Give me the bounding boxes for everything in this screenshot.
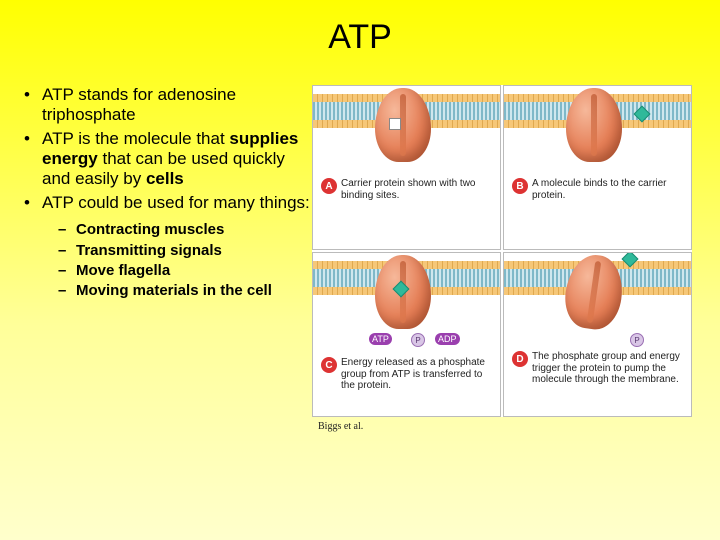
sub-item: Move flagella bbox=[58, 262, 312, 280]
bullet-text: ATP is the molecule that bbox=[42, 129, 229, 148]
carrier-protein-icon bbox=[566, 88, 622, 162]
panel-badge-a: A bbox=[321, 178, 337, 194]
carrier-protein-icon bbox=[375, 88, 431, 162]
bullet-item: ATP stands for adenosine triphosphate bbox=[22, 85, 312, 125]
sub-item: Transmitting signals bbox=[58, 242, 312, 260]
bullet-text: ATP could be used for many things: bbox=[42, 193, 310, 212]
bullet-item: ATP is the molecule that supplies energy… bbox=[22, 129, 312, 189]
panel-caption: Carrier protein shown with two binding s… bbox=[341, 178, 491, 201]
bullet-text: ATP stands for adenosine triphosphate bbox=[42, 85, 236, 124]
text-column: ATP stands for adenosine triphosphate AT… bbox=[22, 85, 312, 417]
atp-label: ATP bbox=[369, 333, 392, 345]
sub-list: Contracting muscles Transmitting signals… bbox=[22, 221, 312, 300]
sub-item: Contracting muscles bbox=[58, 221, 312, 239]
figure-credit: Biggs et al. bbox=[318, 421, 363, 432]
phosphate-icon: P bbox=[630, 333, 644, 347]
page-title: ATP bbox=[0, 0, 720, 67]
panel-badge-c: C bbox=[321, 357, 337, 373]
bullet-list: ATP stands for adenosine triphosphate AT… bbox=[22, 85, 312, 213]
panel-caption: Energy released as a phosphate group fro… bbox=[341, 357, 493, 392]
slide: ATP ATP stands for adenosine triphosphat… bbox=[0, 0, 720, 540]
panel-caption: A molecule binds to the carrier protein. bbox=[532, 178, 682, 201]
bullet-bold: cells bbox=[146, 169, 184, 188]
sub-item: Moving materials in the cell bbox=[58, 282, 312, 300]
figure-column: A Carrier protein shown with two binding… bbox=[312, 85, 692, 417]
panel-d: P D The phosphate group and energy trigg… bbox=[503, 252, 692, 417]
panel-a: A Carrier protein shown with two binding… bbox=[312, 85, 501, 250]
phosphate-icon: P bbox=[411, 333, 425, 347]
panel-caption: The phosphate group and energy trigger t… bbox=[532, 351, 684, 386]
panel-badge-d: D bbox=[512, 351, 528, 367]
binding-site-icon bbox=[389, 118, 401, 130]
panel-c: ATP P ADP C Energy released as a phospha… bbox=[312, 252, 501, 417]
adp-label: ADP bbox=[435, 333, 460, 345]
bullet-item: ATP could be used for many things: bbox=[22, 193, 312, 213]
content-row: ATP stands for adenosine triphosphate AT… bbox=[0, 67, 720, 417]
figure-grid: A Carrier protein shown with two binding… bbox=[312, 85, 692, 417]
panel-badge-b: B bbox=[512, 178, 528, 194]
panel-b: B A molecule binds to the carrier protei… bbox=[503, 85, 692, 250]
